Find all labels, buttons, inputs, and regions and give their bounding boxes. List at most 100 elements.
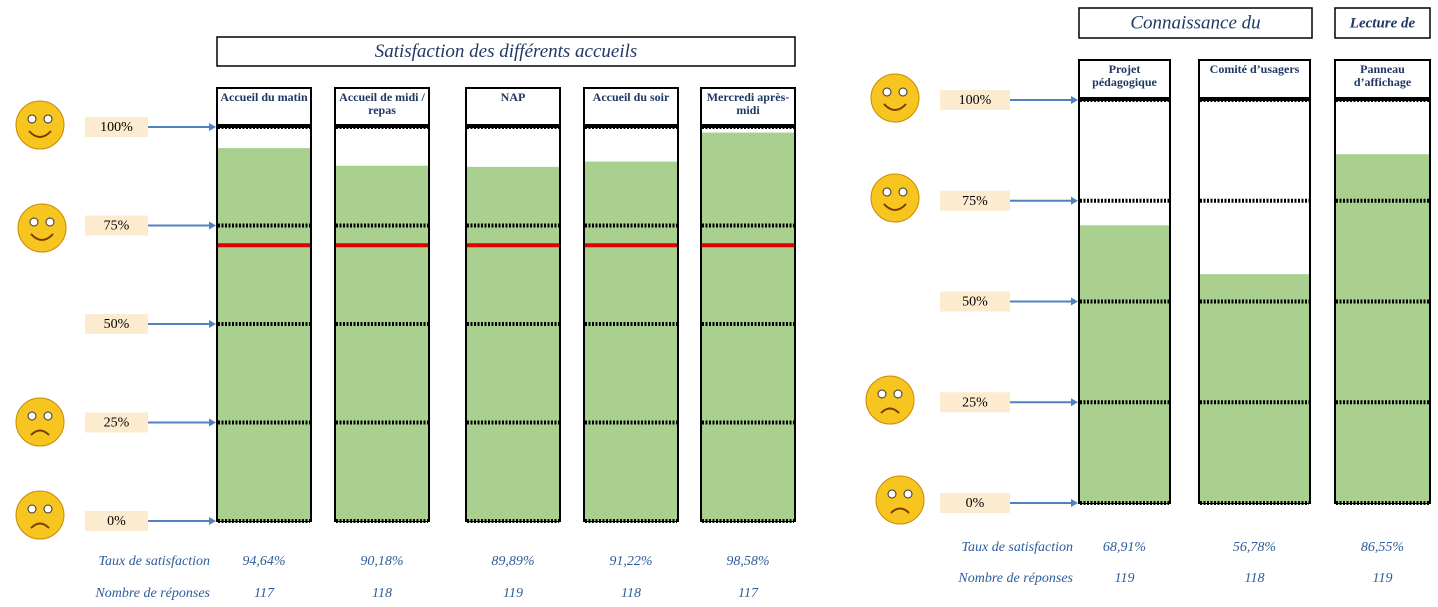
tick-label-box — [85, 215, 148, 236]
satisfaction-label: 90,18% — [360, 554, 403, 569]
smiley-mouth — [890, 507, 910, 514]
smiley-mouth — [28, 130, 52, 138]
row-label: Nombre de réponses — [94, 586, 210, 601]
smiley-mouth — [880, 407, 900, 414]
y-tick-label: 50% — [104, 317, 130, 332]
smiley — [15, 100, 65, 150]
smiley — [865, 375, 915, 425]
tick-label-box — [940, 90, 1010, 110]
column-header-box: Mercredi après-midi — [706, 90, 790, 117]
column-header-box — [465, 87, 561, 126]
column-header-box: Accueil de midi / repas — [339, 90, 425, 117]
smiley-eye — [27, 411, 37, 421]
column-header-box: Projet pédagogique — [1092, 62, 1157, 89]
satisfaction-label: 86,55% — [1361, 540, 1404, 555]
y-tick-label: 75% — [104, 219, 130, 234]
tick-arrow-head — [1071, 398, 1078, 407]
smiley-mouth — [883, 203, 907, 211]
tick-label-box — [85, 117, 148, 137]
column-header-box — [1078, 59, 1171, 99]
column-header-box: Accueil du matin — [220, 90, 308, 104]
bar — [1080, 225, 1169, 503]
response-count: 119 — [1115, 571, 1135, 586]
column-header: Accueil du soir — [592, 90, 670, 104]
column-header-box: Accueil du soir — [592, 90, 670, 104]
column-header: Comité d’usagers — [1209, 62, 1300, 76]
response-count: 117 — [254, 586, 275, 601]
column-header: Panneau d’affichage — [1353, 62, 1412, 89]
satisfaction-label: 56,78% — [1233, 540, 1276, 555]
bar — [1200, 274, 1309, 503]
bar — [585, 161, 677, 521]
smiley-mouth — [30, 233, 54, 241]
tick-arrow-head — [1071, 499, 1078, 507]
column-header: Accueil de midi / repas — [339, 90, 425, 117]
y-tick-label: 25% — [962, 395, 988, 410]
smiley-mouth — [30, 429, 50, 436]
smiley-eye — [882, 87, 892, 97]
satisfaction-label: 98,58% — [726, 554, 769, 569]
tick-arrow-head — [209, 123, 216, 131]
column-header: Projet pédagogique — [1092, 62, 1157, 89]
column-header-box — [583, 87, 679, 126]
tick-label-box — [85, 314, 148, 334]
smiley-eye — [893, 389, 903, 399]
smiley — [870, 173, 920, 223]
group-title: Lecture de — [1349, 15, 1416, 31]
tick-arrow-head — [209, 517, 216, 525]
tick-arrow-head — [209, 418, 216, 427]
y-tick-label: 25% — [104, 416, 130, 431]
smiley-eye — [903, 489, 913, 499]
smiley — [15, 490, 65, 540]
tick-arrow-head — [209, 221, 216, 230]
tick-label-box — [940, 493, 1010, 513]
smiley-eye — [43, 114, 53, 124]
column-header-box — [1334, 59, 1431, 99]
bar — [336, 165, 428, 521]
tick-arrow-head — [1071, 96, 1078, 104]
column-header-box — [700, 87, 796, 126]
y-tick-label: 0% — [107, 514, 126, 529]
y-tick-label: 0% — [966, 496, 985, 511]
response-count: 119 — [1373, 571, 1393, 586]
smiley-eye — [898, 87, 908, 97]
tick-label-box — [940, 190, 1010, 211]
smiley — [17, 203, 67, 253]
chart-title: Satisfaction des différents accueils — [375, 41, 638, 62]
column-header: Mercredi après-midi — [706, 90, 790, 117]
response-count: 118 — [621, 586, 641, 601]
group-title-box — [1078, 7, 1313, 39]
group-title-box — [1334, 7, 1431, 39]
column-header-box: Panneau d’affichage — [1353, 62, 1412, 89]
satisfaction-label: 91,22% — [609, 554, 652, 569]
satisfaction-label: 89,89% — [491, 554, 534, 569]
response-count: 118 — [1245, 571, 1265, 586]
column-header-box: NAP — [501, 91, 526, 104]
tick-label-box — [940, 392, 1010, 413]
group-title: Connaissance du — [1130, 12, 1260, 33]
smiley-eye — [43, 504, 53, 514]
row-label: Taux de satisfaction — [962, 540, 1074, 555]
smiley-eye — [898, 187, 908, 197]
smiley-eye — [27, 504, 37, 514]
row-label: Taux de satisfaction — [99, 554, 211, 569]
bar — [702, 132, 794, 522]
tick-arrow-head — [209, 320, 216, 328]
tick-label-box — [85, 412, 148, 433]
smiley-eye — [45, 217, 55, 227]
smiley — [15, 397, 65, 447]
smiley — [870, 73, 920, 123]
bar — [467, 166, 559, 521]
smiley-eye — [882, 187, 892, 197]
smiley-eye — [27, 114, 37, 124]
smiley-eye — [29, 217, 39, 227]
y-tick-label: 50% — [962, 295, 988, 310]
smiley-eye — [877, 389, 887, 399]
y-tick-label: 100% — [959, 93, 992, 108]
tick-arrow-head — [1071, 196, 1078, 205]
smiley-eye — [887, 489, 897, 499]
response-count: 117 — [738, 586, 759, 601]
column-header: Accueil du matin — [220, 90, 308, 104]
smiley-mouth — [30, 522, 50, 529]
